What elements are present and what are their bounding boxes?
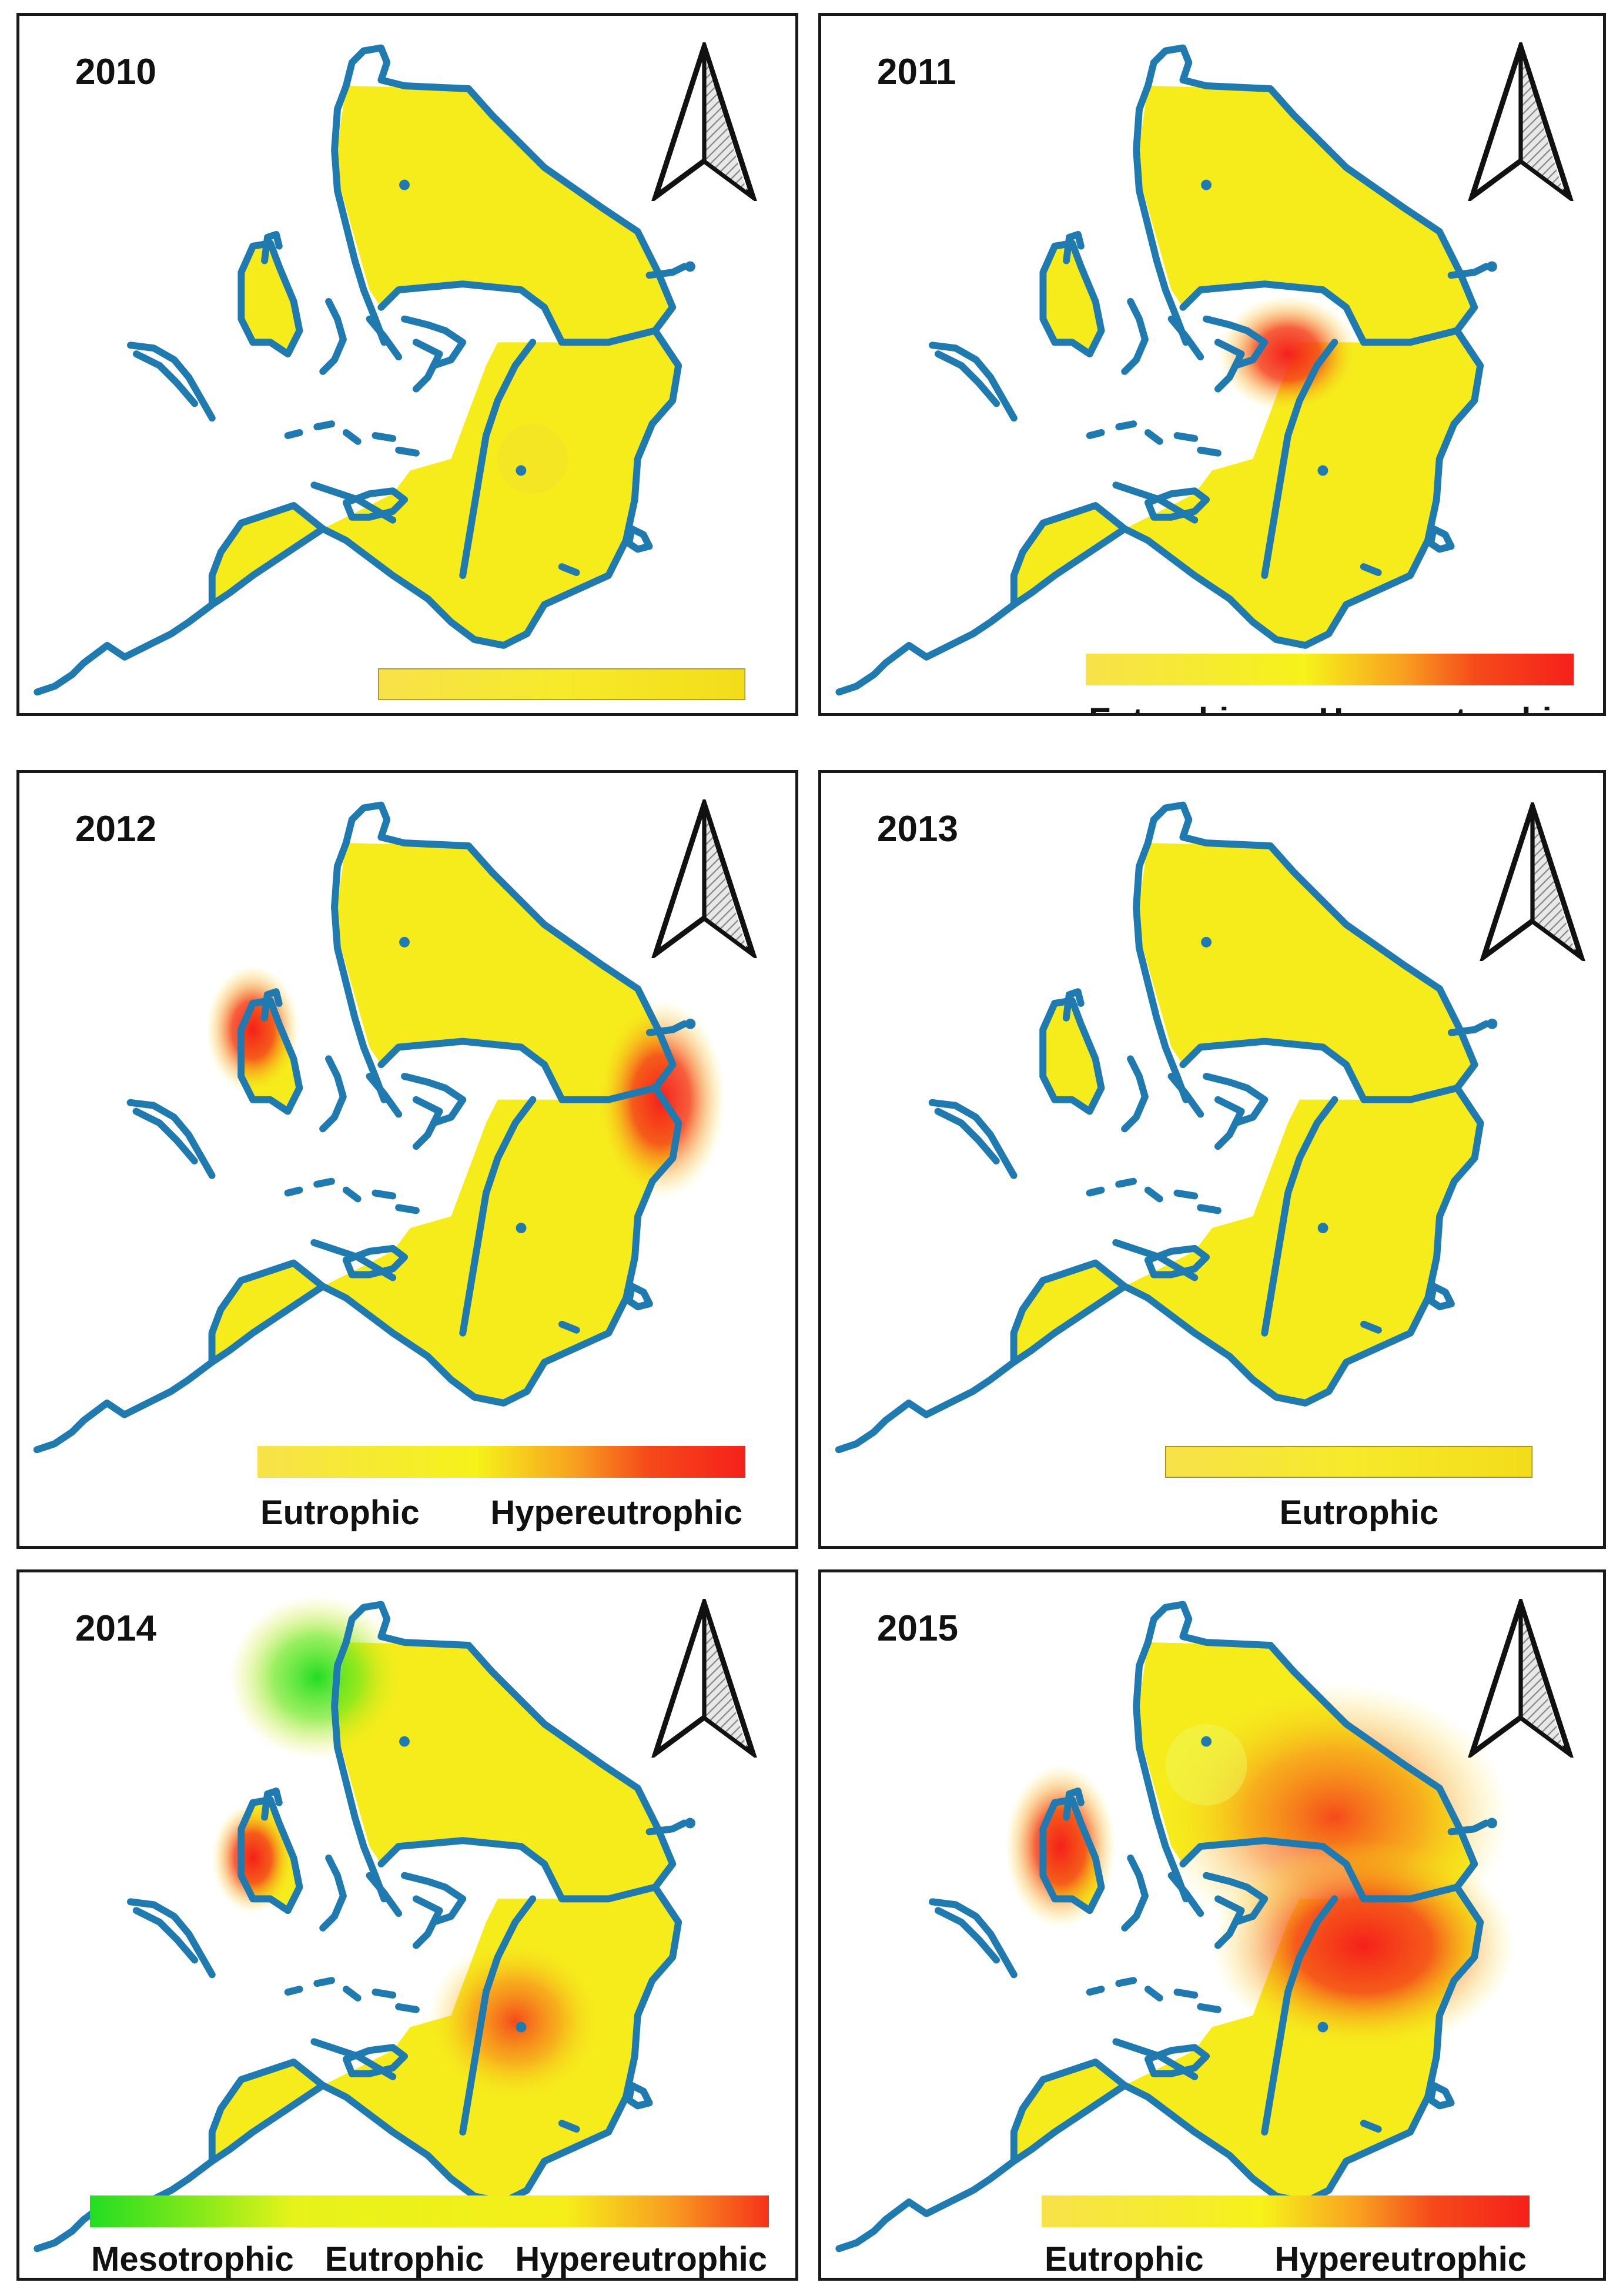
north-arrow-icon [1468, 1599, 1574, 1758]
north-arrow-icon [1468, 42, 1574, 201]
map-panel-2014: 2014 Mesotrophic Eutrophic Hypereutrophi… [16, 1569, 798, 2281]
legend-label-hypereutrophic: Hypereutrophic [1274, 2240, 1527, 2278]
north-arrow-icon [1480, 802, 1585, 961]
legend-label-eutrophic: Eutrophic [260, 1494, 420, 1532]
year-label: 2011 [877, 52, 956, 92]
map-panel-2015: 2015 Eutrophic Hypereutrophic [818, 1569, 1606, 2281]
legend-label-eutrophic: Eutrophic [1279, 1494, 1439, 1532]
map-panel-2012: 2012 Eutrophic Hypereutrophic [16, 770, 798, 1549]
legend-labels: Mesotrophic Eutrophic Hypereutrophic [91, 2240, 767, 2278]
year-label: 2012 [75, 809, 156, 849]
year-label: 2010 [75, 52, 156, 92]
legend-color-bar [378, 668, 745, 700]
legend-labels: Eutrophic [484, 709, 660, 713]
lake-map [19, 1595, 795, 2278]
legend-label-mesotrophic: Mesotrophic [91, 2240, 294, 2278]
legend-color-bar [1165, 1446, 1532, 1478]
legend-labels: Eutrophic Hypereutrophic [1045, 2240, 1527, 2278]
north-arrow-icon [651, 1599, 757, 1758]
map-panel-2010: 2010 Eutrophic [16, 13, 798, 716]
legend-color-bar [257, 1446, 745, 1478]
map-panel-2011: 2011 Eutrophic Hypereutrophic [818, 13, 1606, 716]
north-arrow-icon [651, 42, 757, 201]
legend-labels: Eutrophic Hypereutrophic [1089, 701, 1571, 713]
legend-color-bar [1042, 2195, 1530, 2227]
year-label: 2013 [877, 809, 958, 849]
legend-label-eutrophic: Eutrophic [493, 709, 652, 713]
lake-map [821, 1572, 1515, 2278]
legend-labels: Eutrophic [1271, 1493, 1447, 1532]
lake-map [19, 16, 795, 713]
legend-color-bar [90, 2195, 769, 2227]
year-label: 2015 [877, 1608, 958, 1649]
year-label: 2014 [75, 1608, 156, 1649]
legend-label-hypereutrophic: Hypereutrophic [515, 2240, 767, 2278]
legend-color-bar [1086, 654, 1574, 685]
legend-label-hypereutrophic: Hypereutrophic [1319, 701, 1571, 713]
legend-label-eutrophic: Eutrophic [1045, 2240, 1204, 2278]
lake-map [821, 16, 1603, 713]
legend-label-eutrophic: Eutrophic [1089, 701, 1248, 713]
north-arrow-icon [651, 799, 757, 958]
lake-map [19, 773, 725, 1546]
legend-label-eutrophic: Eutrophic [324, 2240, 484, 2278]
legend-label-hypereutrophic: Hypereutrophic [490, 1494, 742, 1532]
legend-labels: Eutrophic Hypereutrophic [260, 1493, 742, 1532]
map-panel-2013: 2013 Eutrophic [818, 770, 1606, 1549]
